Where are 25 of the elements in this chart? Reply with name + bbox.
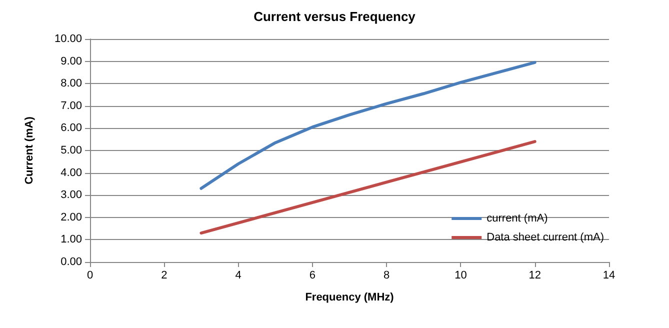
y-axis-title: Current (mA) (24, 116, 36, 184)
chart-title: Current versus Frequency (254, 9, 416, 24)
y-tick-label: 4.00 (60, 166, 82, 179)
line-series (200, 60, 536, 190)
legend-label: current (mA) (486, 212, 548, 224)
x-tick-label: 4 (235, 270, 242, 282)
y-tick-label: 10.00 (54, 33, 82, 45)
x-tick-label: 14 (602, 270, 616, 282)
y-tick-label: 7.00 (60, 100, 82, 112)
y-tick-label: 3.00 (60, 189, 82, 202)
y-tick-label: 1.00 (60, 234, 82, 246)
x-tick-label: 6 (309, 270, 316, 282)
y-tick-label: 2.00 (60, 211, 82, 224)
x-tick-label: 10 (454, 270, 467, 282)
y-tick-label: 8.00 (60, 78, 82, 90)
x-axis-title: Frequency (MHz) (305, 292, 394, 304)
y-tick-label: 9.00 (60, 55, 82, 68)
y-tick-label: 6.00 (60, 122, 82, 134)
x-tick-label: 0 (86, 270, 94, 282)
y-tick-label: 0.00 (60, 256, 82, 268)
y-tick-label: 5.00 (60, 144, 82, 156)
legend-label: Data sheet current (mA) (486, 232, 604, 244)
x-tick-label: 2 (161, 270, 168, 282)
x-tick-label: 8 (384, 270, 390, 282)
x-tick-label: 12 (528, 270, 541, 282)
